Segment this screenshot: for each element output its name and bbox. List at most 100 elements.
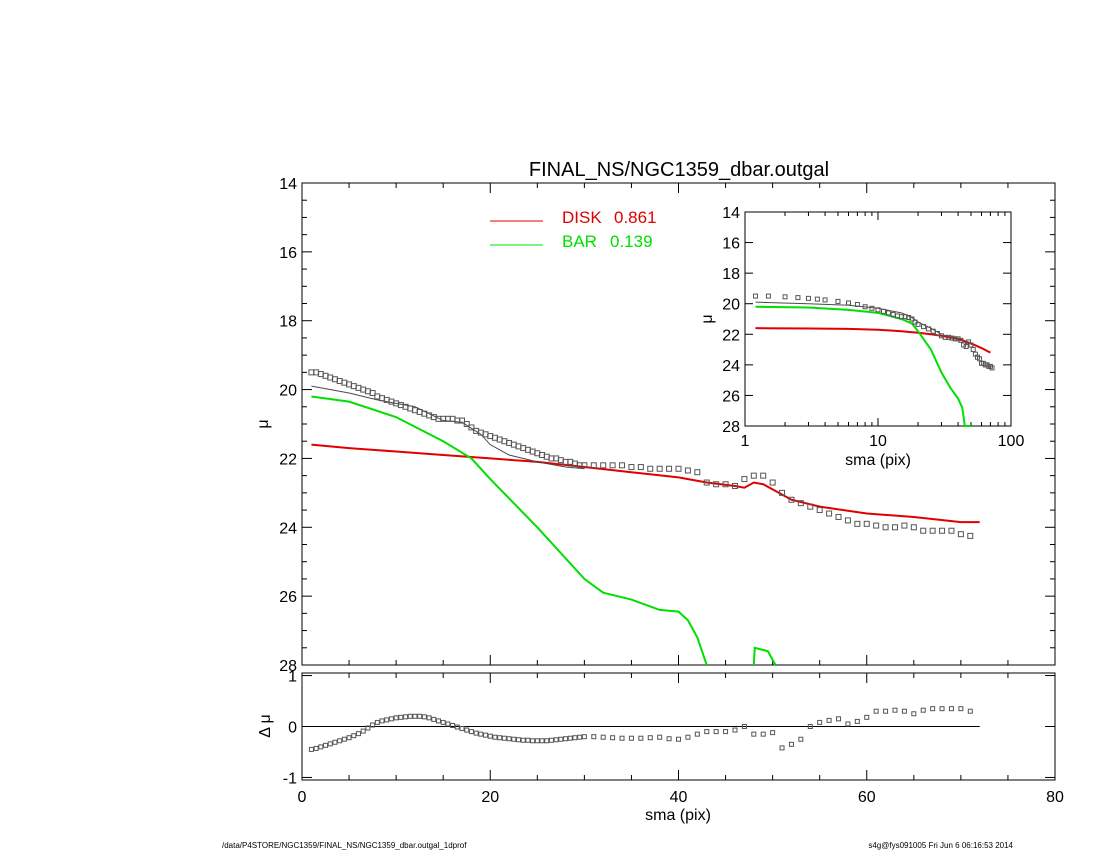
main-data-point [769, 479, 776, 486]
residual-data-point [435, 718, 441, 724]
x-tick-label: 80 [1046, 789, 1064, 806]
x-tick-label: 0 [298, 789, 307, 806]
x-tick-label: 60 [858, 789, 876, 806]
residual-data-point [958, 706, 964, 712]
residual-data-point [530, 738, 536, 744]
inset-data-point [963, 344, 969, 350]
residual-data-point [520, 737, 526, 743]
residual-data-point [464, 727, 470, 733]
inset-data-point [915, 321, 921, 327]
main-data-point [957, 531, 964, 538]
main-data-point [619, 462, 626, 469]
residual-data-point [323, 742, 329, 748]
main-data-point [647, 465, 654, 472]
residual-data-point [779, 745, 785, 751]
legend-value-disk: 0.861 [614, 208, 657, 227]
residual-data-point [567, 735, 573, 741]
inset-data-point [909, 316, 915, 322]
main-data-point [891, 524, 898, 531]
main-data-point [581, 462, 588, 469]
residual-y-tick-label: 0 [288, 720, 297, 737]
residual-data-point [788, 741, 794, 747]
inset-data-point [862, 304, 868, 310]
residual-data-point [501, 735, 507, 741]
residual-data-point [417, 713, 423, 719]
main-data-point [694, 469, 701, 476]
inset-x-axis-label: sma (pix) [845, 452, 911, 469]
residual-data-point [440, 719, 446, 725]
main-data-point [901, 522, 908, 529]
main-y-tick-label: 16 [279, 245, 297, 262]
residual-y-tick-label: 1 [288, 669, 297, 686]
legend: DISK 0.861 BAR 0.139 [490, 208, 657, 251]
inset-y-tick-label: 24 [722, 358, 740, 375]
residual-data-point [577, 734, 583, 740]
residual-data-point [770, 730, 776, 736]
residual-data-point [548, 737, 554, 743]
main-data-point [854, 520, 861, 527]
inset-data-point [782, 294, 788, 300]
residual-data-point [732, 727, 738, 733]
inset-data-point [822, 297, 828, 303]
residual-data-point [798, 736, 804, 742]
main-disk-line [311, 443, 980, 524]
main-data-point [675, 465, 682, 472]
residual-data-point [563, 736, 569, 742]
main-y-tick-label: 22 [279, 451, 297, 468]
residual-data-point [308, 746, 314, 752]
inset-data-point [805, 295, 811, 301]
residual-y-tick-label: -1 [283, 770, 297, 787]
main-series-3-line [311, 385, 585, 470]
main-data-point [797, 500, 804, 507]
main-data-point [703, 479, 710, 486]
main-data-point [929, 527, 936, 534]
main-data-point [722, 481, 729, 488]
inset-series-2-line [755, 301, 942, 335]
main-data-point [948, 527, 955, 534]
residual-data-point [393, 715, 399, 721]
main-data-point [656, 465, 663, 472]
legend-value-bar: 0.139 [610, 232, 653, 251]
residual-data-point [511, 736, 517, 742]
main-data-point [967, 532, 974, 539]
residual-data-point [553, 737, 559, 743]
inset-data-point [970, 347, 976, 353]
residual-data-point [558, 736, 564, 742]
residual-data-point [525, 737, 531, 743]
inset-x-tick-label: 1 [741, 433, 750, 450]
residual-data-point [407, 713, 413, 719]
residual-data-point [421, 714, 427, 720]
residual-data-point [445, 721, 451, 727]
residual-data-point [600, 734, 606, 740]
x-tick-label: 40 [670, 789, 688, 806]
main-data-point [910, 524, 917, 531]
residual-data-point [638, 735, 644, 741]
residual-data-point [930, 706, 936, 712]
x-axis-label: sma (pix) [645, 807, 711, 824]
residual-data-point [459, 726, 465, 732]
residual-data-point [506, 736, 512, 742]
main-data-point [600, 462, 607, 469]
main-data-point [750, 472, 757, 479]
inset-data-point [854, 301, 860, 307]
main-y-tick-label: 28 [279, 658, 297, 675]
residual-data-point [572, 735, 578, 741]
legend-label-disk: DISK [562, 208, 602, 227]
residual-data-point [487, 733, 493, 739]
main-data-point [844, 517, 851, 524]
main-y-tick-label: 24 [279, 520, 297, 537]
legend-label-bar: BAR [562, 232, 597, 251]
inset-y-tick-label: 28 [722, 419, 740, 436]
inset-y-tick-label: 16 [722, 236, 740, 253]
residual-data-point [398, 714, 404, 720]
residual-data-point [478, 731, 484, 737]
residual-data-point [581, 734, 587, 740]
residual-y-axis-label: Δ μ [257, 714, 274, 737]
inset-data-point [814, 296, 820, 302]
main-data-point [779, 489, 786, 496]
main-y-tick-label: 14 [279, 176, 297, 193]
residual-data-point [901, 708, 907, 714]
inset-data-point [795, 295, 801, 301]
residual-data-point [341, 736, 347, 742]
inset-data-point [952, 336, 958, 342]
